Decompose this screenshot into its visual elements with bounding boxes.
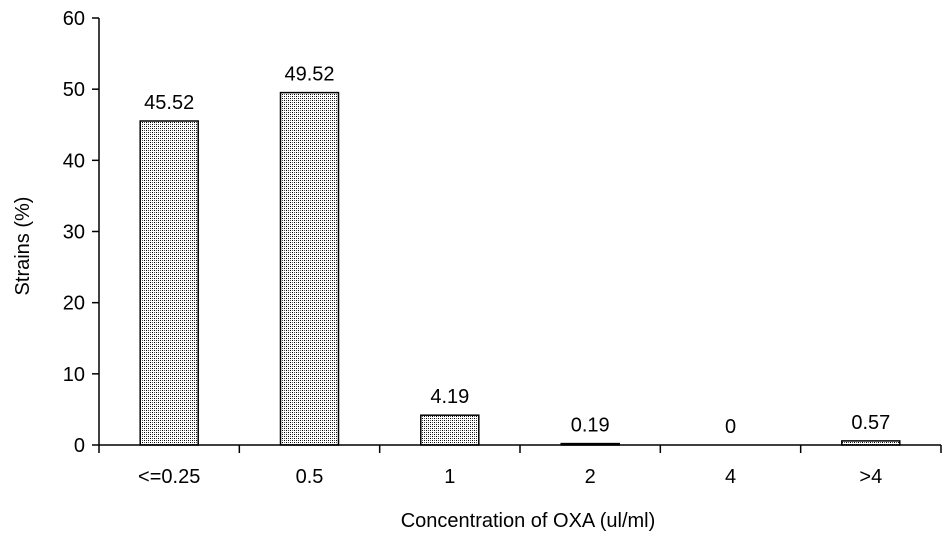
x-tick-label-0: <=0.25: [138, 466, 200, 488]
y-tick-label-1: 10: [63, 364, 85, 386]
data-label-1: 49.52: [284, 64, 334, 86]
bar-0: [139, 120, 199, 446]
x-tick-label-1: 0.5: [296, 466, 324, 488]
bars-layer: [139, 91, 901, 446]
axes-layer: [92, 17, 942, 453]
x-tick-label-4: 4: [725, 466, 736, 488]
y-tick-label-5: 50: [63, 79, 85, 101]
data-label-3: 0.19: [571, 415, 610, 437]
x-tick-label-5: >4: [859, 466, 882, 488]
y-tick-label-3: 30: [63, 222, 85, 244]
y-axis-title: Strains (%): [12, 197, 34, 296]
y-tick-label-6: 60: [63, 8, 85, 30]
labels-layer: 45.52<=0.2549.520.54.1910.192040.57>4010…: [63, 8, 891, 488]
data-label-2: 4.19: [430, 386, 469, 408]
data-label-0: 45.52: [144, 92, 194, 114]
bar-1: [279, 91, 340, 446]
y-tick-label-4: 40: [63, 150, 85, 172]
x-tick-label-2: 1: [444, 466, 455, 488]
bar-2: [420, 414, 480, 446]
data-label-5: 0.57: [851, 412, 890, 434]
y-tick-label-2: 20: [63, 293, 85, 315]
y-tick-label-0: 0: [74, 435, 85, 457]
x-axis-title: Concentration of OXA (ul/ml): [401, 510, 656, 532]
data-label-4: 0: [725, 416, 736, 438]
x-tick-label-3: 2: [585, 466, 596, 488]
